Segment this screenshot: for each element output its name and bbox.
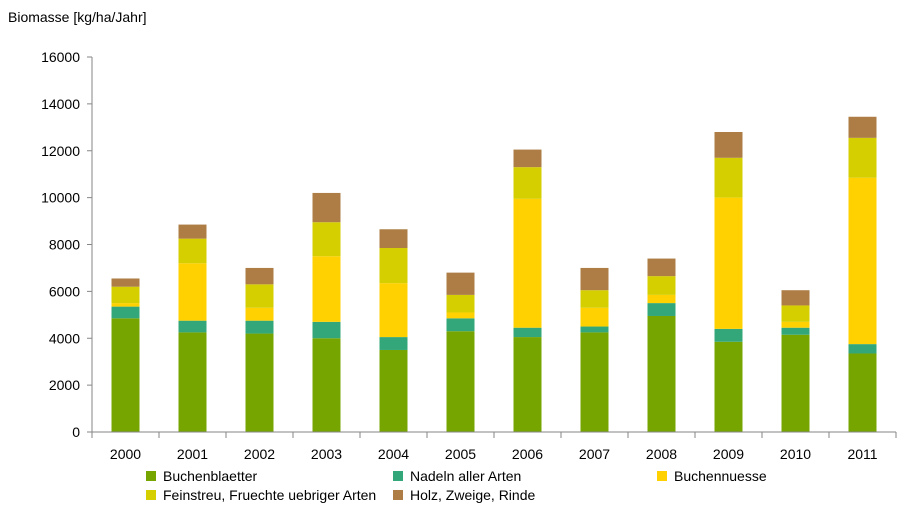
bar-buchenblaetter-2011 [848, 353, 877, 432]
bar-nadeln-aller-arten-2004 [379, 337, 408, 350]
bar-buchenblaetter-2009 [714, 341, 743, 432]
legend-label-nadeln-aller-arten: Nadeln aller Arten [410, 468, 521, 484]
bar-holz-zweige-rinde-2004 [379, 229, 408, 249]
bar-buchenblaetter-2001 [178, 332, 207, 432]
y-tick-label: 0 [72, 424, 80, 440]
bar-feinstreu-fruechte-uebriger-arten-2011 [848, 137, 877, 178]
x-tick-label: 2007 [579, 446, 610, 462]
bar-buchennuesse-2002 [245, 307, 274, 321]
legend-swatch-nadeln-aller-arten [393, 471, 403, 481]
bar-feinstreu-fruechte-uebriger-arten-2001 [178, 238, 207, 264]
y-tick-label: 12000 [41, 143, 80, 159]
bar-nadeln-aller-arten-2000 [111, 306, 140, 319]
bar-nadeln-aller-arten-2005 [446, 318, 475, 332]
bar-feinstreu-fruechte-uebriger-arten-2008 [647, 276, 676, 295]
y-tick-label: 6000 [49, 283, 80, 299]
bar-buchennuesse-2010 [781, 321, 810, 328]
y-tick-label: 14000 [41, 96, 80, 112]
legend-swatch-holz-zweige-rinde [393, 490, 403, 500]
bar-feinstreu-fruechte-uebriger-arten-2007 [580, 290, 609, 308]
x-tick-label: 2003 [311, 446, 342, 462]
bar-nadeln-aller-arten-2007 [580, 326, 609, 333]
bar-feinstreu-fruechte-uebriger-arten-2010 [781, 305, 810, 322]
x-tick-label: 2009 [713, 446, 744, 462]
legend-label-buchenblaetter: Buchenblaetter [163, 468, 258, 484]
bar-feinstreu-fruechte-uebriger-arten-2002 [245, 284, 274, 308]
bar-buchennuesse-2008 [647, 294, 676, 304]
bar-nadeln-aller-arten-2009 [714, 328, 743, 342]
x-tick-label: 2005 [445, 446, 476, 462]
bar-nadeln-aller-arten-2002 [245, 320, 274, 334]
x-tick-label: 2010 [780, 446, 811, 462]
x-tick-label: 2000 [110, 446, 141, 462]
bar-nadeln-aller-arten-2006 [513, 327, 542, 338]
bar-nadeln-aller-arten-2008 [647, 303, 676, 316]
bar-buchenblaetter-2003 [312, 338, 341, 432]
y-tick-label: 8000 [49, 237, 80, 253]
bar-buchennuesse-2007 [580, 307, 609, 327]
bar-nadeln-aller-arten-2001 [178, 320, 207, 333]
bar-holz-zweige-rinde-2003 [312, 192, 341, 223]
bar-feinstreu-fruechte-uebriger-arten-2004 [379, 248, 408, 284]
y-tick-label: 10000 [41, 190, 80, 206]
legend-swatch-buchennuesse [657, 471, 667, 481]
bar-holz-zweige-rinde-2001 [178, 224, 207, 239]
bar-feinstreu-fruechte-uebriger-arten-2006 [513, 167, 542, 199]
bar-holz-zweige-rinde-2009 [714, 132, 743, 158]
bar-buchennuesse-2006 [513, 198, 542, 328]
bar-feinstreu-fruechte-uebriger-arten-2005 [446, 294, 475, 313]
bar-buchenblaetter-2005 [446, 331, 475, 432]
legend-label-feinstreu-fruechte-uebriger-arten: Feinstreu, Fruechte uebriger Arten [163, 487, 376, 503]
legend: Buchenblaetter Nadeln aller Arten Buchennu… [146, 468, 767, 503]
x-tick-label: 2004 [378, 446, 409, 462]
bar-buchenblaetter-2010 [781, 334, 810, 432]
bar-buchenblaetter-2008 [647, 315, 676, 432]
bar-buchenblaetter-2007 [580, 332, 609, 432]
x-tick-label: 2006 [512, 446, 543, 462]
bar-buchenblaetter-2004 [379, 349, 408, 432]
bar-buchenblaetter-2006 [513, 337, 542, 432]
y-axis-label: Biomasse [kg/ha/Jahr] [8, 9, 147, 25]
bar-holz-zweige-rinde-2010 [781, 290, 810, 306]
y-tick-label: 16000 [41, 49, 80, 65]
bar-buchennuesse-2003 [312, 256, 341, 322]
x-tick-label: 2008 [646, 446, 677, 462]
bar-holz-zweige-rinde-2007 [580, 267, 609, 291]
bar-holz-zweige-rinde-2000 [111, 278, 140, 287]
bar-buchenblaetter-2000 [111, 318, 140, 432]
legend-label-buchennuesse: Buchennuesse [674, 468, 767, 484]
bar-holz-zweige-rinde-2008 [647, 258, 676, 277]
bar-buchennuesse-2011 [848, 177, 877, 345]
bar-nadeln-aller-arten-2011 [848, 344, 877, 354]
y-axis-ticks: 0 2000 4000 6000 8000 10000 12000 14000 16000 [41, 49, 92, 440]
bar-buchennuesse-2004 [379, 283, 408, 338]
y-tick-label: 2000 [49, 377, 80, 393]
legend-swatch-buchenblaetter [146, 471, 156, 481]
x-tick-label: 2011 [847, 446, 877, 462]
y-tick-label: 4000 [49, 330, 80, 346]
bar-feinstreu-fruechte-uebriger-arten-2000 [111, 286, 140, 304]
bar-holz-zweige-rinde-2002 [245, 267, 274, 285]
bar-holz-zweige-rinde-2011 [848, 116, 877, 138]
bar-feinstreu-fruechte-uebriger-arten-2003 [312, 222, 341, 257]
axes [91, 57, 896, 433]
x-tick-label: 2001 [177, 446, 208, 462]
bar-nadeln-aller-arten-2010 [781, 327, 810, 335]
bar-buchennuesse-2000 [111, 303, 140, 307]
bar-buchenblaetter-2002 [245, 333, 274, 432]
legend-swatch-feinstreu-fruechte-uebriger-arten [146, 490, 156, 500]
bar-feinstreu-fruechte-uebriger-arten-2009 [714, 157, 743, 198]
bars [111, 116, 877, 432]
bar-holz-zweige-rinde-2006 [513, 149, 542, 168]
x-tick-label: 2002 [244, 446, 275, 462]
bar-holz-zweige-rinde-2005 [446, 272, 475, 295]
bar-buchennuesse-2005 [446, 312, 475, 319]
x-axis-ticks: 2000 2001 2002 2003 2004 2005 2006 2007 2008 2009… [91, 432, 897, 462]
bar-buchennuesse-2001 [178, 263, 207, 321]
bar-nadeln-aller-arten-2003 [312, 321, 341, 339]
bar-buchennuesse-2009 [714, 197, 743, 329]
legend-label-holz-zweige-rinde: Holz, Zweige, Rinde [410, 487, 535, 503]
